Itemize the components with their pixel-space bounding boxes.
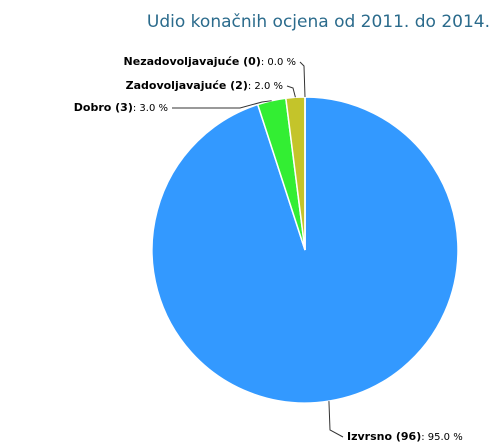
leader-line [286, 85, 296, 98]
slice-value: : 3.0 % [133, 103, 168, 114]
slice-category: Zadovoljavajuće (2) [126, 79, 248, 92]
slice-category: Izvrsno (96) [347, 430, 421, 443]
leader-line [299, 61, 306, 98]
slice-label: Zadovoljavajuće (2): 2.0 % [126, 79, 283, 92]
slice-label: Izvrsno (96): 95.0 % [347, 430, 463, 443]
slice-label: Dobro (3): 3.0 % [74, 101, 168, 114]
slice-label: Nezadovoljavajuće (0): 0.0 % [124, 55, 296, 68]
slice-category: Dobro (3) [74, 101, 133, 114]
slice-value: : 2.0 % [248, 81, 283, 92]
slice-value: : 95.0 % [421, 432, 463, 443]
leader-line [328, 401, 344, 438]
slice-value: : 0.0 % [261, 57, 296, 68]
leader-line [172, 100, 272, 109]
slice-category: Nezadovoljavajuće (0) [124, 55, 261, 68]
chart-title: Udio konačnih ocjena od 2011. do 2014. [147, 12, 490, 32]
